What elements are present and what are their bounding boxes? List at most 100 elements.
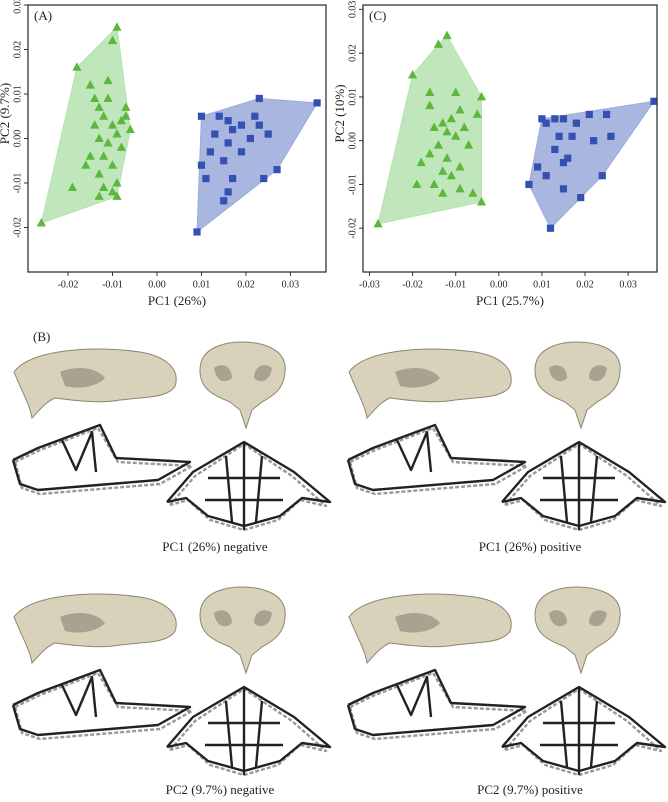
point [446, 113, 456, 123]
point [211, 130, 219, 138]
point [107, 160, 118, 169]
point [559, 158, 568, 167]
x-tick-label: -0.03 [359, 279, 380, 290]
x-tick-label: 0.03 [619, 279, 637, 290]
point [90, 120, 100, 129]
x-tick-label: 0.00 [490, 279, 508, 290]
point [112, 191, 122, 200]
skull-illustration [11, 340, 332, 532]
point [438, 188, 448, 197]
point [442, 153, 452, 162]
point [112, 22, 122, 31]
point [273, 166, 281, 174]
skull-illustration [346, 340, 667, 532]
point [551, 115, 559, 123]
point [602, 110, 611, 119]
point [464, 140, 474, 149]
y-axis-label: PC2 (9.7%) [0, 83, 12, 144]
point [429, 122, 439, 132]
point [125, 124, 135, 134]
point [112, 129, 122, 138]
point [564, 154, 572, 162]
point [90, 93, 100, 102]
point [525, 180, 533, 189]
point [438, 118, 448, 127]
point [373, 218, 383, 228]
y-tick-label: -0.01 [347, 174, 358, 195]
point [438, 166, 448, 175]
point [538, 115, 546, 123]
point [542, 172, 550, 180]
point [264, 130, 272, 138]
point [425, 148, 435, 158]
y-tick-label: 0.02 [347, 44, 358, 62]
point [228, 126, 237, 134]
point [193, 228, 201, 236]
point [197, 112, 206, 120]
plot-frame [362, 4, 658, 273]
point [568, 132, 576, 140]
point [476, 196, 487, 206]
point [585, 110, 593, 119]
y-tick-label: 0.00 [12, 130, 23, 148]
caption: PC1 (26%) positive [479, 539, 582, 554]
point [433, 140, 444, 149]
point [85, 151, 95, 160]
point [67, 182, 78, 191]
y-tick-label: 0.00 [347, 132, 358, 150]
x-axis-label: PC1 (26%) [148, 293, 206, 308]
point [121, 102, 131, 111]
point [650, 97, 658, 105]
point [121, 111, 131, 120]
point [451, 87, 461, 97]
x-tick-label: 0.01 [533, 279, 551, 290]
panel-label: (A) [34, 8, 52, 23]
x-tick-label: 0.01 [193, 279, 211, 290]
point [542, 119, 550, 127]
point [94, 102, 104, 111]
y-tick-label: 0.02 [12, 41, 23, 59]
y-tick-label: -0.02 [12, 217, 23, 238]
skull-illustration [346, 585, 667, 777]
x-tick-label: -0.02 [402, 279, 423, 290]
point [251, 112, 259, 120]
point [590, 137, 598, 145]
point [36, 218, 46, 227]
point [577, 193, 585, 202]
point [559, 185, 568, 193]
x-tick-label: -0.02 [58, 279, 79, 290]
y-axis-label: PC2 (10%) [332, 84, 347, 142]
point [215, 112, 223, 120]
point [313, 99, 321, 107]
point [446, 170, 456, 180]
point [103, 137, 113, 147]
x-tick-label: 0.00 [148, 279, 166, 290]
y-tick-label: 0.01 [347, 88, 358, 106]
point [451, 131, 461, 140]
x-tick-label: -0.01 [445, 279, 466, 290]
y-tick-label: -0.02 [347, 218, 358, 239]
point [72, 62, 82, 71]
point [533, 163, 542, 171]
point [116, 142, 127, 151]
point [607, 132, 615, 140]
point [455, 161, 465, 171]
x-tick-label: 0.02 [576, 279, 594, 290]
scatter-chart: -0.02 -0.01 0.00 0.01 0.02 0.03 -0.02 -0.01 0.00… [0, 0, 327, 308]
point [103, 75, 113, 85]
point [476, 91, 487, 101]
point [551, 145, 559, 154]
panel-label: (C) [369, 8, 386, 23]
point [246, 134, 254, 143]
point [99, 151, 109, 160]
point [224, 139, 232, 147]
point [472, 109, 482, 118]
x-tick-label: 0.02 [237, 279, 255, 290]
y-tick-label: 0.03 [12, 0, 23, 14]
caption: PC2 (9.7%) positive [477, 782, 583, 797]
point [255, 121, 263, 129]
point [407, 70, 418, 79]
skull-illustration [11, 585, 332, 777]
x-tick-label: -0.01 [102, 279, 123, 290]
